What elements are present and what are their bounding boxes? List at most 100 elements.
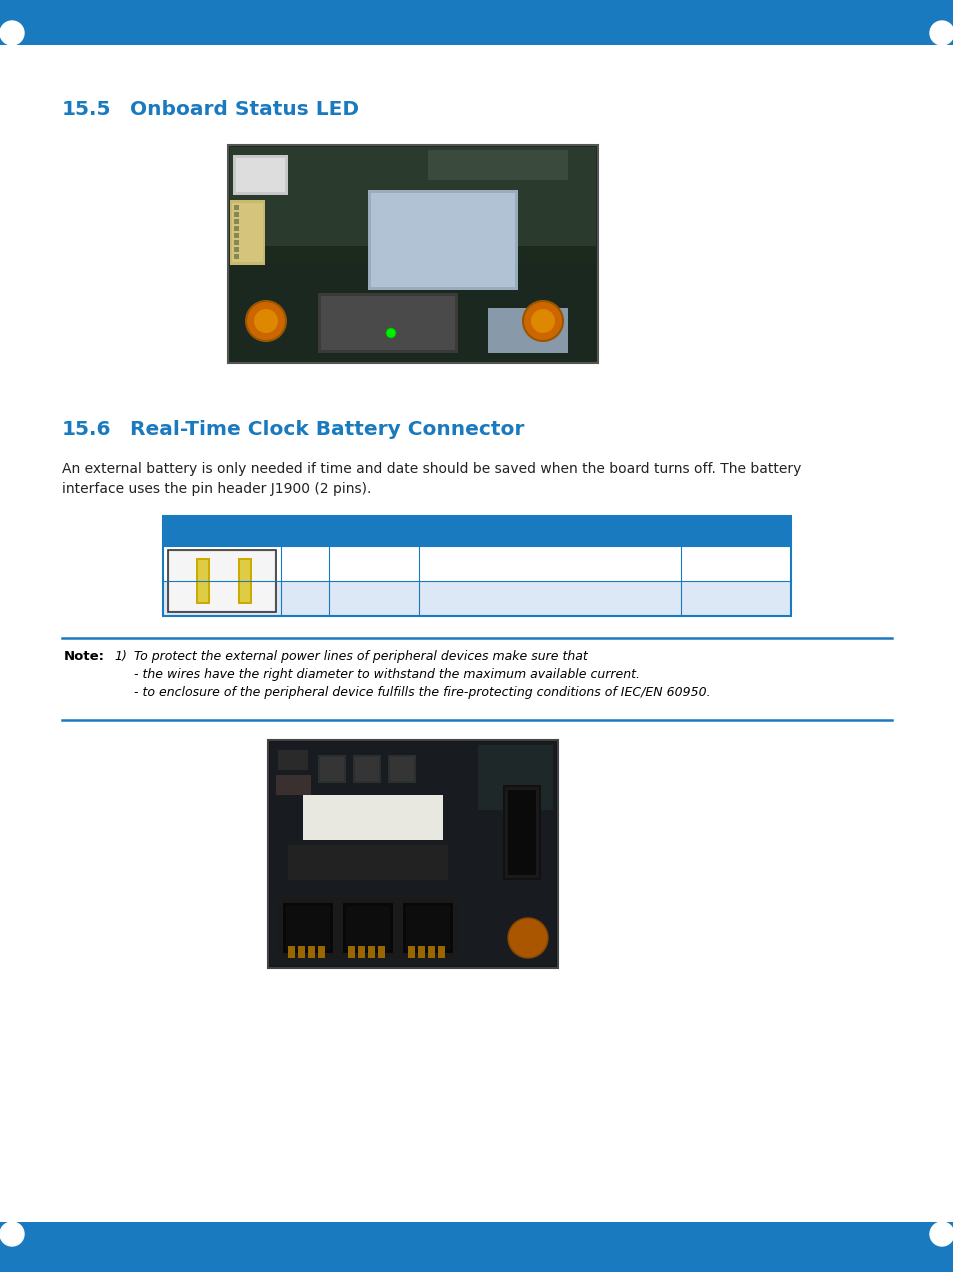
Bar xyxy=(317,293,457,354)
Bar xyxy=(233,226,239,232)
Bar xyxy=(357,946,365,958)
Bar xyxy=(233,155,288,195)
Text: Ground: Ground xyxy=(524,591,575,605)
Bar xyxy=(228,145,598,363)
Bar xyxy=(0,1222,953,1272)
Text: 2: 2 xyxy=(300,591,309,605)
Circle shape xyxy=(253,309,277,333)
Bar xyxy=(233,219,239,224)
Text: Onboard Status LED: Onboard Status LED xyxy=(130,100,358,120)
Text: RL: RL xyxy=(320,818,335,828)
Bar xyxy=(343,903,393,953)
Bar xyxy=(308,946,314,958)
Text: Real-Time Clock Battery Connector: Real-Time Clock Battery Connector xyxy=(130,420,524,439)
Bar xyxy=(368,946,375,958)
Bar xyxy=(377,946,385,958)
Bar xyxy=(488,308,567,354)
Bar xyxy=(235,158,285,192)
Bar xyxy=(283,903,333,953)
Bar xyxy=(198,560,208,602)
Circle shape xyxy=(522,301,562,341)
Text: An external battery is only needed if time and date should be saved when the boa: An external battery is only needed if ti… xyxy=(62,462,801,476)
Bar xyxy=(0,0,953,45)
Text: 749921121A: 749921121A xyxy=(335,854,401,862)
Bar xyxy=(502,785,540,880)
Text: GND: GND xyxy=(356,591,391,605)
Bar xyxy=(163,516,790,616)
Bar xyxy=(163,581,790,616)
Bar xyxy=(371,193,515,287)
Text: interface uses the pin header J1900 (2 pins).: interface uses the pin header J1900 (2 p… xyxy=(62,482,371,496)
Bar xyxy=(275,775,311,795)
Bar xyxy=(388,756,416,784)
Text: KTAM3874/pITX: KTAM3874/pITX xyxy=(335,1239,476,1254)
Bar xyxy=(277,750,308,770)
Bar xyxy=(277,898,457,958)
Bar xyxy=(163,516,790,546)
Text: User’s Guide: User’s Guide xyxy=(476,1239,583,1254)
Bar xyxy=(237,558,252,604)
Bar xyxy=(320,296,455,350)
Bar xyxy=(233,254,239,259)
Circle shape xyxy=(386,328,395,338)
Circle shape xyxy=(531,309,555,333)
Text: Page 38: Page 38 xyxy=(447,15,506,31)
Circle shape xyxy=(0,1222,24,1247)
Bar xyxy=(230,148,596,245)
Text: 1: 1 xyxy=(300,557,309,571)
Bar xyxy=(232,204,263,262)
Bar xyxy=(428,946,435,958)
Bar xyxy=(428,150,567,181)
Bar xyxy=(368,190,517,290)
Bar xyxy=(230,262,596,359)
Text: PWR: PWR xyxy=(705,591,737,605)
Bar xyxy=(233,233,239,238)
Bar xyxy=(390,757,414,781)
Bar xyxy=(477,745,553,810)
Bar xyxy=(437,946,444,958)
Text: Power Supply: Power Supply xyxy=(784,15,883,31)
Bar xyxy=(402,903,453,953)
Bar xyxy=(233,212,239,218)
Bar xyxy=(297,946,305,958)
Bar xyxy=(233,205,239,210)
Bar xyxy=(233,247,239,252)
Text: Pin: Pin xyxy=(293,524,317,538)
Text: 1): 1) xyxy=(113,650,127,663)
Bar xyxy=(303,795,442,840)
Circle shape xyxy=(507,918,547,958)
Text: - to enclosure of the peripheral device fulfills the fire-protecting conditions : - to enclosure of the peripheral device … xyxy=(133,686,710,700)
Text: PWR IN: PWR IN xyxy=(696,557,746,571)
Bar xyxy=(504,787,538,878)
Bar xyxy=(195,558,210,604)
Bar xyxy=(353,756,380,784)
Bar xyxy=(286,906,330,950)
Bar xyxy=(406,906,450,950)
Bar xyxy=(317,946,325,958)
Text: Description: Description xyxy=(505,524,594,538)
Bar xyxy=(355,757,378,781)
Text: E611c: E611c xyxy=(508,322,547,335)
Text: SanDisk: SanDisk xyxy=(477,156,517,167)
Text: VBAT3: VBAT3 xyxy=(342,557,393,571)
Bar xyxy=(268,740,558,968)
Bar xyxy=(348,946,355,958)
Text: 15.6: 15.6 xyxy=(62,420,112,439)
Circle shape xyxy=(0,22,24,45)
Text: NR1210: NR1210 xyxy=(351,805,395,815)
Text: +: + xyxy=(527,750,538,764)
Text: WE: WE xyxy=(340,888,375,907)
Bar xyxy=(507,790,536,875)
Bar xyxy=(168,550,275,612)
Circle shape xyxy=(246,301,286,341)
Text: - the wires have the right diameter to withstand the maximum available current.: - the wires have the right diameter to w… xyxy=(133,668,639,681)
Bar xyxy=(168,550,275,612)
Bar xyxy=(288,845,448,880)
Text: foxconn: foxconn xyxy=(413,233,473,248)
Bar xyxy=(230,200,265,265)
Bar xyxy=(228,145,598,363)
Bar xyxy=(417,946,424,958)
Bar xyxy=(346,906,390,950)
Bar xyxy=(233,240,239,245)
Bar xyxy=(163,546,790,581)
